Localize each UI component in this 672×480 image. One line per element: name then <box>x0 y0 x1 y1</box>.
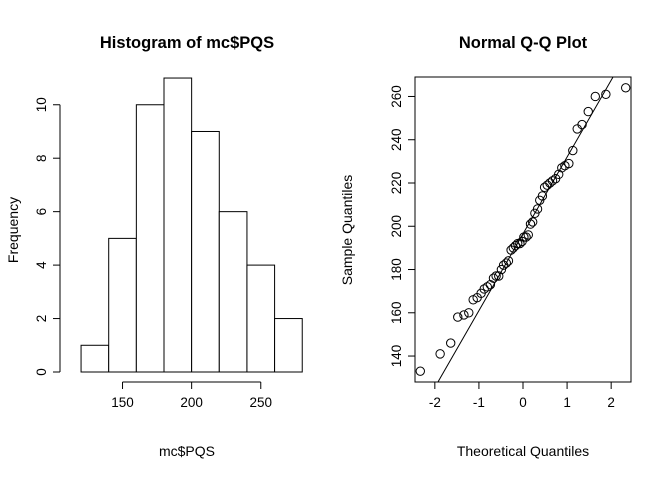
qq-point <box>501 258 511 268</box>
qq-title: Normal Q-Q Plot <box>459 34 588 52</box>
qq-point <box>482 282 492 292</box>
qq-point <box>572 124 582 134</box>
qq-x-tick-label: 2 <box>607 395 615 410</box>
qq-point <box>464 308 474 318</box>
histogram-x-tick-label: 150 <box>111 395 134 410</box>
histogram-y-tick-label: 8 <box>34 154 49 162</box>
qq-point <box>527 217 538 227</box>
histogram-bar <box>274 318 303 373</box>
qq-point <box>539 182 550 193</box>
qq-x-tick-label: 1 <box>563 395 571 410</box>
qq-point <box>496 264 507 275</box>
qq-point <box>519 232 529 242</box>
qq-y-tick-label: 240 <box>389 128 404 151</box>
qq-point <box>564 158 574 169</box>
qq-point <box>415 366 425 376</box>
qq-y-tick-label: 260 <box>389 85 404 108</box>
qq-y-tick-label: 220 <box>389 172 404 195</box>
qq-point <box>435 349 445 359</box>
histogram-bar <box>135 104 165 373</box>
qq-point <box>537 191 548 201</box>
qq-point <box>494 271 504 281</box>
histogram-y-tick-label: 6 <box>34 208 49 216</box>
qq-point <box>453 312 463 322</box>
qq-point <box>568 145 578 156</box>
histogram-title: Histogram of mc$PQS <box>100 34 274 52</box>
qq-x-axis-label: Theoretical Quantiles <box>457 443 589 459</box>
qq-point <box>542 180 552 190</box>
qq-point <box>545 178 555 188</box>
qq-y-tick-label: 200 <box>389 215 404 238</box>
qq-point <box>479 284 489 294</box>
histogram-x-axis-label: mc$PQS <box>159 443 215 459</box>
qq-point <box>525 219 536 229</box>
histogram-bar <box>80 344 110 373</box>
qq-y-axis: 140 160 180 200 220 240 260 <box>389 85 416 368</box>
histogram-bar <box>108 237 137 373</box>
qq-y-axis-label: Sample Quantiles <box>339 175 355 286</box>
qq-point <box>583 106 593 117</box>
qq-y-tick-label: 180 <box>389 258 404 281</box>
qq-point <box>590 91 600 102</box>
qq-point <box>601 89 611 100</box>
histogram-x-tick-label: 200 <box>180 395 203 410</box>
qq-point <box>523 230 533 240</box>
histogram-x-axis: 150 200 250 <box>111 381 272 410</box>
qq-point <box>446 338 456 348</box>
qq-y-tick-label: 140 <box>389 345 404 368</box>
histogram-bar <box>191 130 220 373</box>
qq-point <box>547 176 558 186</box>
histogram-panel: Histogram of mc$PQS mc$PQS Frequency 150… <box>5 34 303 459</box>
qq-plot-frame <box>414 76 632 383</box>
qq-plot-panel: Normal Q-Q Plot Theoretical Quantiles Sa… <box>339 34 632 459</box>
qq-point <box>554 169 564 180</box>
qq-point <box>491 271 501 281</box>
qq-point <box>488 273 499 283</box>
histogram-y-tick-label: 2 <box>34 315 49 323</box>
qq-reference-line-group <box>437 76 614 383</box>
histogram-bars <box>80 77 303 373</box>
histogram-bar <box>218 211 248 373</box>
qq-point <box>510 241 521 251</box>
qq-x-tick-label: -2 <box>429 395 441 410</box>
histogram-bar <box>163 77 193 373</box>
qq-point <box>621 83 631 93</box>
histogram-y-tick-label: 10 <box>34 97 49 112</box>
qq-y-tick-label: 160 <box>389 302 404 325</box>
qq-point <box>521 232 531 242</box>
qq-point <box>485 279 496 290</box>
qq-point <box>513 238 523 249</box>
qq-point <box>459 310 469 320</box>
qq-point <box>532 204 543 214</box>
qq-point <box>577 119 587 130</box>
histogram-x-tick-label: 250 <box>249 395 272 410</box>
histogram-bar <box>246 264 276 373</box>
histogram-y-axis-label: Frequency <box>5 197 21 263</box>
qq-reference-line <box>437 76 614 383</box>
qq-x-axis: -2 -1 0 1 2 <box>429 381 615 410</box>
histogram-y-tick-label: 4 <box>34 261 49 269</box>
qq-point <box>557 163 567 173</box>
qq-points <box>415 83 631 376</box>
qq-x-tick-label: -1 <box>473 395 485 410</box>
histogram-y-tick-label: 0 <box>34 368 49 376</box>
histogram-y-axis: 0 2 4 6 8 10 <box>34 97 61 376</box>
qq-x-tick-label: 0 <box>519 395 527 410</box>
qq-point <box>503 256 514 266</box>
